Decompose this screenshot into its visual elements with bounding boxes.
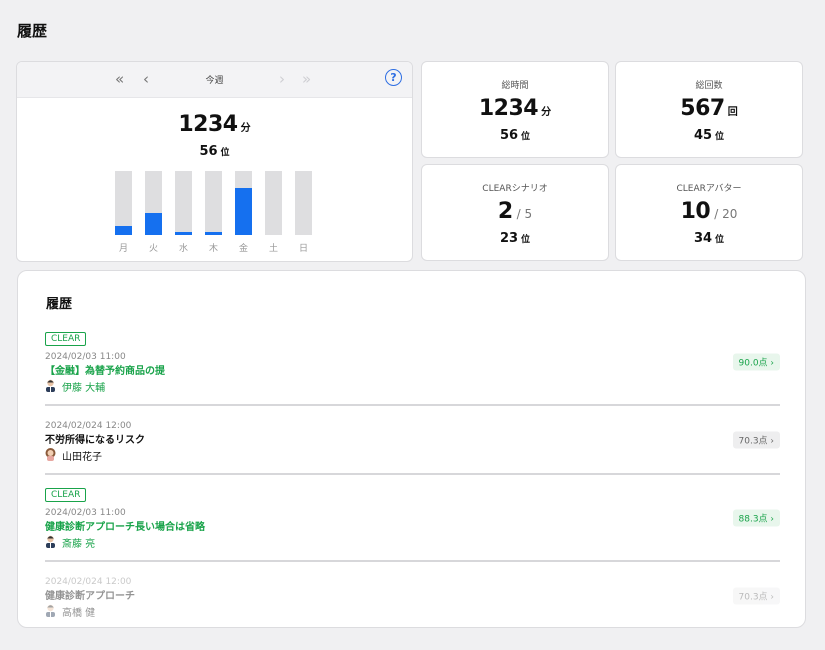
history-title: 健康診断アプローチ: [45, 591, 135, 602]
history-date: 2024/02/03 11:00: [45, 352, 126, 362]
score-chip[interactable]: 70.3点 ›: [732, 431, 780, 448]
weekly-bar-chart: [115, 170, 315, 235]
clear-badge: CLEAR: [45, 332, 87, 346]
first-week-button[interactable]: «: [115, 70, 125, 88]
avatar: [45, 448, 62, 467]
score-chip[interactable]: 88.3点 ›: [732, 509, 780, 526]
bar-0: [115, 171, 132, 235]
history-item[interactable]: CLEAR 2024/02/03 11:00 【金融】為替予約商品の提伊藤 大輔 90…: [45, 319, 780, 406]
avatar: [45, 379, 62, 398]
user-name: 高橋 健: [62, 607, 96, 619]
bar-fill: [145, 212, 162, 235]
weekly-total: 1234 分: [178, 112, 251, 137]
history-title: 【金融】為替予約商品の提: [45, 366, 165, 377]
day-label: 木: [208, 244, 218, 254]
day-label: 月: [118, 244, 128, 254]
bar-5: [265, 171, 282, 235]
help-icon[interactable]: ?: [385, 69, 402, 86]
user-name: 山田花子: [62, 451, 102, 463]
clear-scenario-card: CLEARシナリオ 2/ 5 23 位: [421, 164, 609, 261]
user-name: 伊藤 大輔: [62, 382, 106, 394]
day-label: 金: [238, 244, 248, 254]
bar-fill: [235, 188, 252, 235]
history-title: 健康診断アプローチ長い場合は省略: [45, 522, 205, 533]
history-item[interactable]: CLEAR 2024/02/03 11:00 健康診断アプローチ長い場合は省略斎藤 …: [45, 475, 780, 562]
clear-avatar-card: CLEARアバター 10/ 20 34 位: [615, 164, 803, 261]
history-item[interactable]: 2024/02/024 12:00 不労所得になるリスク山田花子 70.3点 ›: [45, 406, 780, 475]
week-nav-bar: « ‹ 今週 › » ?: [17, 62, 412, 98]
bar-fill: [115, 226, 132, 235]
bar-6: [295, 171, 312, 235]
history-user: 伊藤 大輔: [45, 379, 780, 398]
score-chip[interactable]: 90.0点 ›: [732, 353, 780, 370]
history-list: CLEAR 2024/02/03 11:00 【金融】為替予約商品の提伊藤 大輔 90…: [45, 319, 780, 627]
bar-1: [145, 171, 162, 235]
total-time-card: 総時間 1234 分 56 位: [421, 61, 609, 158]
clear-badge: CLEAR: [45, 488, 87, 502]
bar-fill: [175, 231, 192, 235]
next-week-button[interactable]: ›: [279, 70, 285, 88]
weekly-summary-card: « ‹ 今週 › » ? 1234 分 56 位 月 火 水 木 金 土 日: [16, 61, 413, 262]
avatar: [45, 604, 62, 623]
history-user: 斎藤 亮: [45, 535, 780, 554]
bar-3: [205, 171, 222, 235]
page-title: 履歴: [17, 22, 48, 40]
score-chip[interactable]: 70.3点 ›: [732, 587, 780, 604]
history-title: 不労所得になるリスク: [45, 435, 145, 446]
history-item[interactable]: 2024/02/024 12:00 健康診断アプローチ高橋 健 70.3点 ›: [45, 562, 780, 627]
history-date: 2024/02/024 12:00: [45, 577, 132, 587]
day-label: 日: [298, 244, 308, 254]
total-count-card: 総回数 567 回 45 位: [615, 61, 803, 158]
bar-fill: [205, 231, 222, 235]
user-name: 斎藤 亮: [62, 538, 96, 550]
bar-4: [235, 171, 252, 235]
day-label: 水: [178, 244, 188, 254]
bar-2: [175, 171, 192, 235]
day-label: 土: [268, 244, 278, 254]
history-date: 2024/02/024 12:00: [45, 421, 132, 431]
history-user: 山田花子: [45, 448, 780, 467]
avatar: [45, 535, 62, 554]
day-label: 火: [148, 244, 158, 254]
history-card: 履歴 CLEAR 2024/02/03 11:00 【金融】為替予約商品の提伊藤 大…: [17, 270, 806, 628]
history-title: 履歴: [46, 297, 73, 312]
weekly-rank: 56 位: [199, 144, 230, 159]
history-user: 高橋 健: [45, 604, 780, 623]
last-week-button[interactable]: »: [302, 70, 312, 88]
week-label: 今週: [205, 76, 224, 86]
prev-week-button[interactable]: ‹: [143, 70, 149, 88]
history-date: 2024/02/03 11:00: [45, 508, 126, 518]
